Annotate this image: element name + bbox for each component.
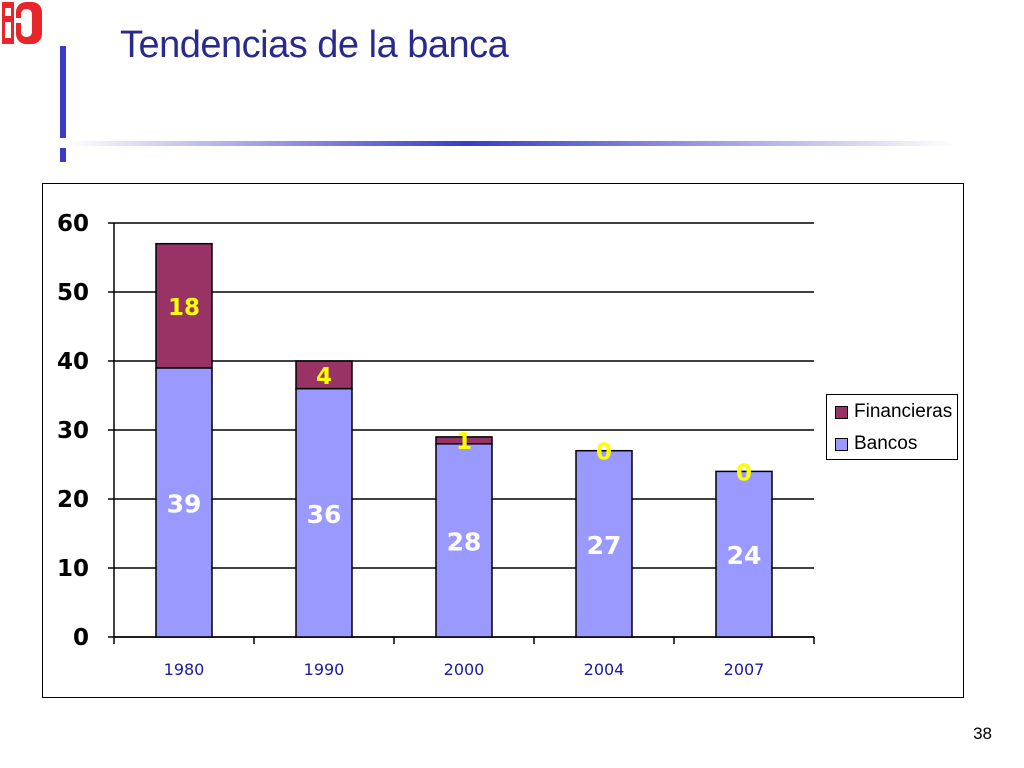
data-label-financieras-2007: 0 [736,460,752,486]
data-label-bancos-2004: 27 [587,531,622,560]
bar-bancos-1980 [155,367,213,638]
y-tick-label: 0 [73,625,89,651]
bar-bancos-2004 [575,449,633,638]
slide-title: Tendencias de la banca [120,24,509,66]
bar-bancos-2000 [435,443,493,638]
data-label-bancos-2007: 24 [727,541,762,570]
data-label-financieras-1980: 18 [168,295,200,321]
bar-financieras-2000 [435,436,493,445]
legend-swatch-financieras [835,405,848,419]
y-tick-label: 30 [57,418,89,444]
x-tick-label-2007: 2007 [724,660,765,679]
x-tick-label-2004: 2004 [584,660,625,679]
y-tick-label: 40 [57,349,89,375]
x-tick-label-1990: 1990 [304,660,345,679]
chart-frame [42,183,964,698]
stacked-bar-chart: 0 10 20 30 40 50 60 39 18 1980 36 4 1990 28 1 2000 27 0 20… [57,211,815,679]
data-label-financieras-1990: 4 [316,364,332,390]
legend-swatch-bancos [835,437,848,451]
x-tick-label-2000: 2000 [444,660,485,679]
data-label-bancos-2000: 28 [447,527,482,556]
y-tick-label: 60 [57,211,89,237]
data-label-financieras-2000: 1 [456,429,472,455]
page-number: 38 [973,724,992,743]
x-tick-label-1980: 1980 [164,660,205,679]
legend-label-financieras: Financieras [854,401,953,422]
legend-item-financieras: Financieras [835,401,952,423]
y-tick-label: 10 [57,556,89,582]
bar-bancos-2007 [715,470,773,638]
title-decoration [60,46,956,162]
legend-item-bancos: Bancos [835,433,917,455]
y-tick-label: 50 [57,280,89,306]
data-label-financieras-2004: 0 [596,440,612,466]
y-tick-label: 20 [57,487,89,513]
data-label-bancos-1990: 36 [307,500,342,529]
bar-financieras-1980 [155,242,213,369]
data-label-bancos-1980: 39 [167,489,202,518]
chart-legend: Financieras Bancos [826,394,958,460]
legend-label-bancos: Bancos [854,433,918,454]
logo-icon [2,2,42,44]
bar-financieras-1990 [295,360,353,390]
